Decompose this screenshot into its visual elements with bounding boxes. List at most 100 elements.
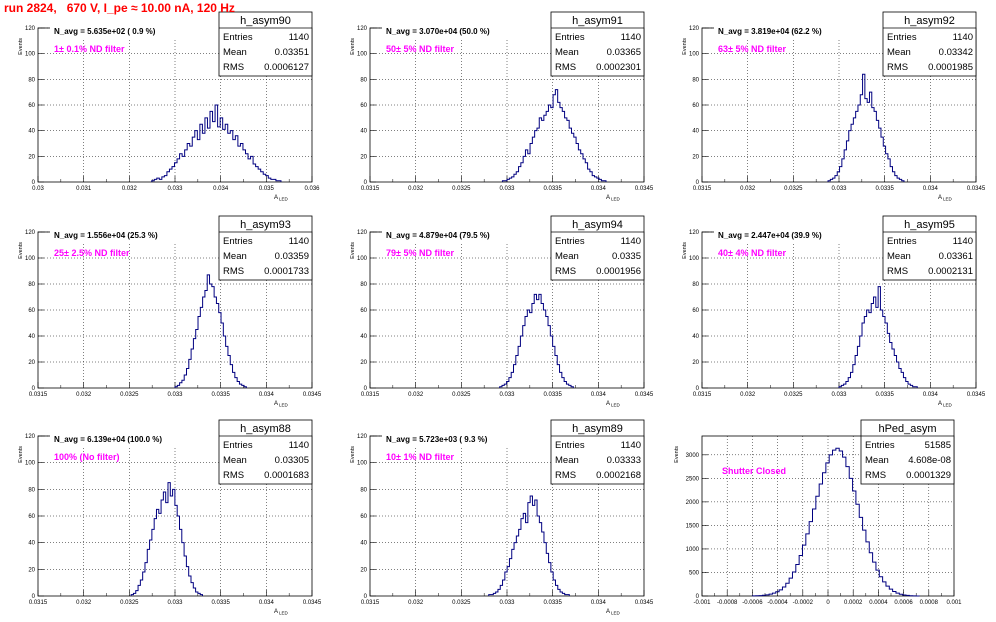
stats-box-title: h_asym95 bbox=[904, 219, 955, 231]
x-tick-label: 0.033 bbox=[167, 392, 183, 398]
x-tick-label: 0.0345 bbox=[967, 392, 986, 398]
x-tick-label: 0.0335 bbox=[211, 600, 230, 606]
stats-value: 1140 bbox=[289, 236, 309, 247]
filter-text: 63± 5% ND filter bbox=[718, 44, 786, 54]
x-tick-label: 0.034 bbox=[259, 600, 275, 606]
x-tick-label: -0.0002 bbox=[793, 600, 814, 606]
histogram-line-h_asym89 bbox=[488, 495, 570, 596]
y-tick-label: 40 bbox=[692, 129, 699, 135]
y-tick-label: 0 bbox=[32, 386, 36, 392]
x-tick-label: 0.0345 bbox=[635, 600, 654, 606]
y-axis-label: Events bbox=[18, 38, 24, 55]
stats-label: Mean bbox=[223, 455, 247, 466]
x-tick-label: -0.0008 bbox=[717, 600, 738, 606]
x-tick-label: 0.034 bbox=[591, 186, 607, 192]
y-tick-label: 100 bbox=[25, 461, 36, 467]
stats-box-title: h_asym89 bbox=[572, 423, 623, 435]
x-tick-label: 0.0325 bbox=[784, 392, 803, 398]
y-tick-label: 40 bbox=[28, 541, 35, 547]
x-tick-label: -0.0004 bbox=[767, 600, 788, 606]
x-tick-label: -0.001 bbox=[693, 600, 711, 606]
y-tick-label: 100 bbox=[25, 256, 36, 262]
y-tick-label: 100 bbox=[357, 461, 368, 467]
histogram-panel-h_asym88: 0.0315 0.032 0.0325 0.033 0.0335 0.034 0.0345 0… bbox=[18, 419, 322, 616]
x-tick-label: 0.0345 bbox=[635, 186, 654, 192]
y-tick-label: 80 bbox=[28, 77, 35, 83]
y-axis-label: Events bbox=[18, 242, 24, 259]
y-tick-label: 100 bbox=[25, 52, 36, 58]
y-tick-label: 60 bbox=[28, 308, 35, 314]
y-tick-label: 100 bbox=[357, 52, 368, 58]
navg-text: N_avg = 1.556e+04 (25.3 %) bbox=[54, 231, 158, 240]
navg-box bbox=[382, 433, 554, 446]
y-tick-label: 80 bbox=[28, 487, 35, 493]
y-tick-label: 20 bbox=[692, 154, 699, 160]
stats-label: Entries bbox=[555, 440, 585, 451]
histogram-line-h_asym94 bbox=[499, 293, 574, 388]
x-tick-label: 0.0002 bbox=[844, 600, 863, 606]
x-tick-label: 0.0325 bbox=[120, 600, 139, 606]
y-tick-label: 40 bbox=[360, 334, 367, 340]
stats-value: 51585 bbox=[925, 440, 951, 451]
x-tick-label: 0.0335 bbox=[543, 186, 562, 192]
x-tick-label: 0.0335 bbox=[875, 186, 894, 192]
y-tick-label: 20 bbox=[360, 360, 367, 366]
x-axis-label: ALED bbox=[938, 401, 953, 408]
filter-text: 25± 2.5% ND filter bbox=[54, 248, 130, 258]
x-tick-label: 0.034 bbox=[213, 186, 229, 192]
y-tick-label: 80 bbox=[692, 282, 699, 288]
stats-box-title: h_asym94 bbox=[572, 219, 623, 231]
y-tick-label: 120 bbox=[357, 26, 368, 32]
y-tick-label: 60 bbox=[28, 514, 35, 520]
stats-value: 1140 bbox=[289, 32, 309, 43]
y-tick-label: 60 bbox=[28, 103, 35, 109]
y-tick-label: 120 bbox=[25, 26, 36, 32]
navg-text: N_avg = 3.070e+04 (50.0 %) bbox=[386, 27, 490, 36]
histogram-panel-h_asym90: 0.03 0.031 0.032 0.033 0.034 0.035 0.036 0 20 40 6… bbox=[18, 11, 320, 202]
stats-label: Entries bbox=[887, 32, 917, 43]
y-tick-label: 20 bbox=[28, 360, 35, 366]
stats-label: RMS bbox=[223, 62, 244, 73]
x-tick-label: 0.0345 bbox=[635, 392, 654, 398]
navg-box bbox=[50, 229, 222, 242]
y-tick-label: 0 bbox=[32, 180, 36, 186]
histogram-line-h_asym93 bbox=[174, 274, 247, 388]
y-tick-label: 20 bbox=[360, 567, 367, 573]
stats-label: Mean bbox=[555, 455, 579, 466]
y-tick-label: 80 bbox=[360, 487, 367, 493]
y-tick-label: 0 bbox=[364, 386, 368, 392]
histogram-panel-hPed_asym: -0.001 -0.0008 -0.0006 -0.0004 -0.0002 0 0.000… bbox=[674, 419, 962, 606]
x-axis-label: ALED bbox=[274, 609, 289, 616]
stats-label: Entries bbox=[555, 32, 585, 43]
stats-value: 0.03361 bbox=[939, 251, 973, 262]
x-tick-label: 0.033 bbox=[167, 600, 183, 606]
x-tick-label: -0.0006 bbox=[742, 600, 763, 606]
y-axis-label: Events bbox=[18, 446, 24, 463]
x-tick-label: 0.033 bbox=[831, 392, 847, 398]
y-tick-label: 40 bbox=[360, 541, 367, 547]
histogram-panel-h_asym89: 0.0315 0.032 0.0325 0.033 0.0335 0.034 0.0345 0… bbox=[350, 419, 654, 616]
x-axis-label: ALED bbox=[938, 195, 953, 202]
x-tick-label: 0.0325 bbox=[784, 186, 803, 192]
y-tick-label: 40 bbox=[28, 334, 35, 340]
x-tick-label: 0.0315 bbox=[361, 600, 380, 606]
y-tick-label: 100 bbox=[689, 256, 700, 262]
histogram-panel-h_asym91: 0.0315 0.032 0.0325 0.033 0.0335 0.034 0.0345 0… bbox=[350, 11, 654, 202]
x-tick-label: 0.036 bbox=[304, 186, 320, 192]
stats-label: Entries bbox=[887, 236, 917, 247]
y-tick-label: 0 bbox=[364, 180, 368, 186]
stats-box bbox=[550, 419, 645, 485]
stats-box-title: hPed_asym bbox=[878, 423, 936, 435]
x-tick-label: 0.0315 bbox=[361, 392, 380, 398]
y-axis-label: Events bbox=[350, 242, 356, 259]
stats-box bbox=[218, 215, 313, 281]
histogram-panel-h_asym93: 0.0315 0.032 0.0325 0.033 0.0335 0.034 0.0345 0… bbox=[18, 215, 322, 408]
x-tick-label: 0.033 bbox=[831, 186, 847, 192]
stats-value: 0.03305 bbox=[275, 455, 309, 466]
y-tick-label: 100 bbox=[689, 52, 700, 58]
stats-label: Entries bbox=[555, 236, 585, 247]
x-tick-label: 0.033 bbox=[499, 186, 515, 192]
x-tick-label: 0.031 bbox=[76, 186, 92, 192]
histogram-line-h_asym95 bbox=[838, 286, 918, 388]
stats-label: Mean bbox=[555, 251, 579, 262]
